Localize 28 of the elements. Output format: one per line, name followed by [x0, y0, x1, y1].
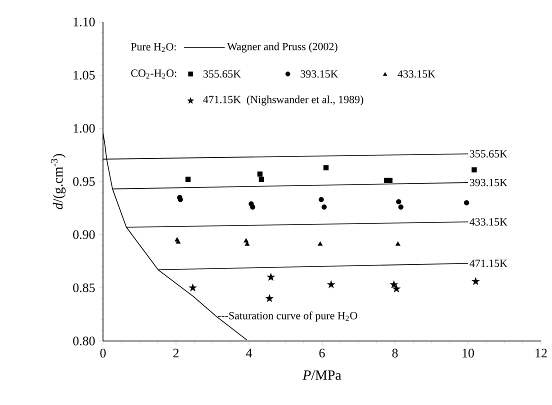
y-tick-label: 0.90	[73, 230, 95, 240]
legend-label: 393.15K	[300, 70, 338, 78]
x-tick-label: 2	[173, 348, 179, 358]
y-tick-label: 1.05	[74, 70, 95, 80]
x-axis-title: P/MPa	[302, 370, 342, 380]
annotation: Pure H$_{2}$O:	[130, 43, 176, 52]
x-tick-label: 4	[246, 348, 252, 358]
y-tick-label: 1.00	[74, 124, 95, 133]
annotation: Wagner and Pruss (2002)	[227, 42, 338, 52]
series-label: 355.65K	[470, 150, 508, 158]
y-tick-label: 0.80	[73, 336, 95, 346]
annotation: CO$_{2}$-H$_{2}$O:	[131, 70, 176, 78]
x-tick-label: 0	[100, 348, 106, 358]
annotation: ---Saturation curve of pure H$_{2}$O	[218, 312, 358, 322]
series-label: 433.15K	[470, 218, 508, 226]
y-tick-label: 1.10	[74, 18, 95, 26]
series-label: 471.15K	[470, 260, 508, 268]
series-label: 393.15K	[470, 178, 508, 186]
x-tick-label: 8	[392, 348, 398, 358]
y-tick-label: 0.85	[73, 283, 95, 292]
y-tick-label: 0.95	[73, 177, 95, 186]
annotation: (Nighswander et al., 1989)	[246, 96, 364, 106]
x-tick-label: 12	[536, 348, 547, 358]
legend-label: 433.15K	[398, 70, 436, 78]
legend-label: 471.15K	[203, 96, 241, 104]
legend-label: 355.65K	[203, 70, 241, 78]
x-tick-label: 10	[462, 348, 474, 358]
x-tick-label: 6	[319, 348, 325, 358]
